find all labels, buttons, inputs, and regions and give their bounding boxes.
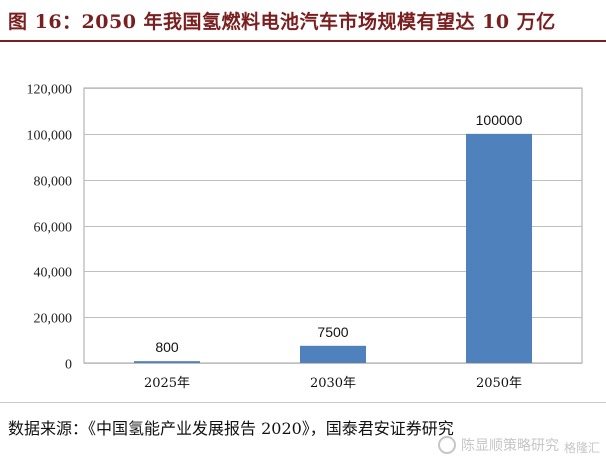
x-tick-label: 2025年 — [144, 376, 190, 391]
y-tick-label: 100,000 — [27, 129, 73, 144]
bar — [300, 345, 366, 363]
watermark: 陈显顺策略研究 格隆汇 — [437, 433, 600, 456]
y-tick-label: 20,000 — [34, 312, 73, 327]
data-source: 数据来源：《中国氢能产业发展报告 2020》，国泰君安证券研究 — [8, 419, 454, 438]
title-bar: 图 16：2050 年我国氢燃料电池汽车市场规模有望达 10 万亿 — [0, 0, 606, 42]
y-tick-label: 120,000 — [27, 83, 73, 98]
data-label: 7500 — [317, 324, 348, 340]
y-tick-label: 60,000 — [34, 221, 73, 236]
figure-title: 图 16：2050 年我国氢燃料电池汽车市场规模有望达 10 万亿 — [8, 10, 556, 33]
x-tick-label: 2030年 — [310, 376, 356, 391]
y-tick-label: 80,000 — [34, 175, 73, 190]
y-tick-label: 0 — [65, 358, 72, 373]
bar — [134, 361, 200, 363]
wechat-logo-icon — [437, 435, 456, 454]
data-label: 100000 — [476, 112, 523, 128]
bar-chart: 0 20,000 40,000 60,000 80,000 100,000 120,000 8… — [27, 83, 583, 391]
x-tick-label: 2050年 — [476, 376, 522, 391]
bar — [466, 133, 532, 363]
source-bar: 数据来源：《中国氢能产业发展报告 2020》，国泰君安证券研究 — [0, 402, 606, 438]
watermark-name: 陈显顺策略研究 — [460, 437, 559, 454]
watermark-sub: 格隆汇 — [563, 441, 600, 455]
y-tick-label: 40,000 — [34, 266, 73, 281]
data-label: 800 — [155, 339, 179, 355]
